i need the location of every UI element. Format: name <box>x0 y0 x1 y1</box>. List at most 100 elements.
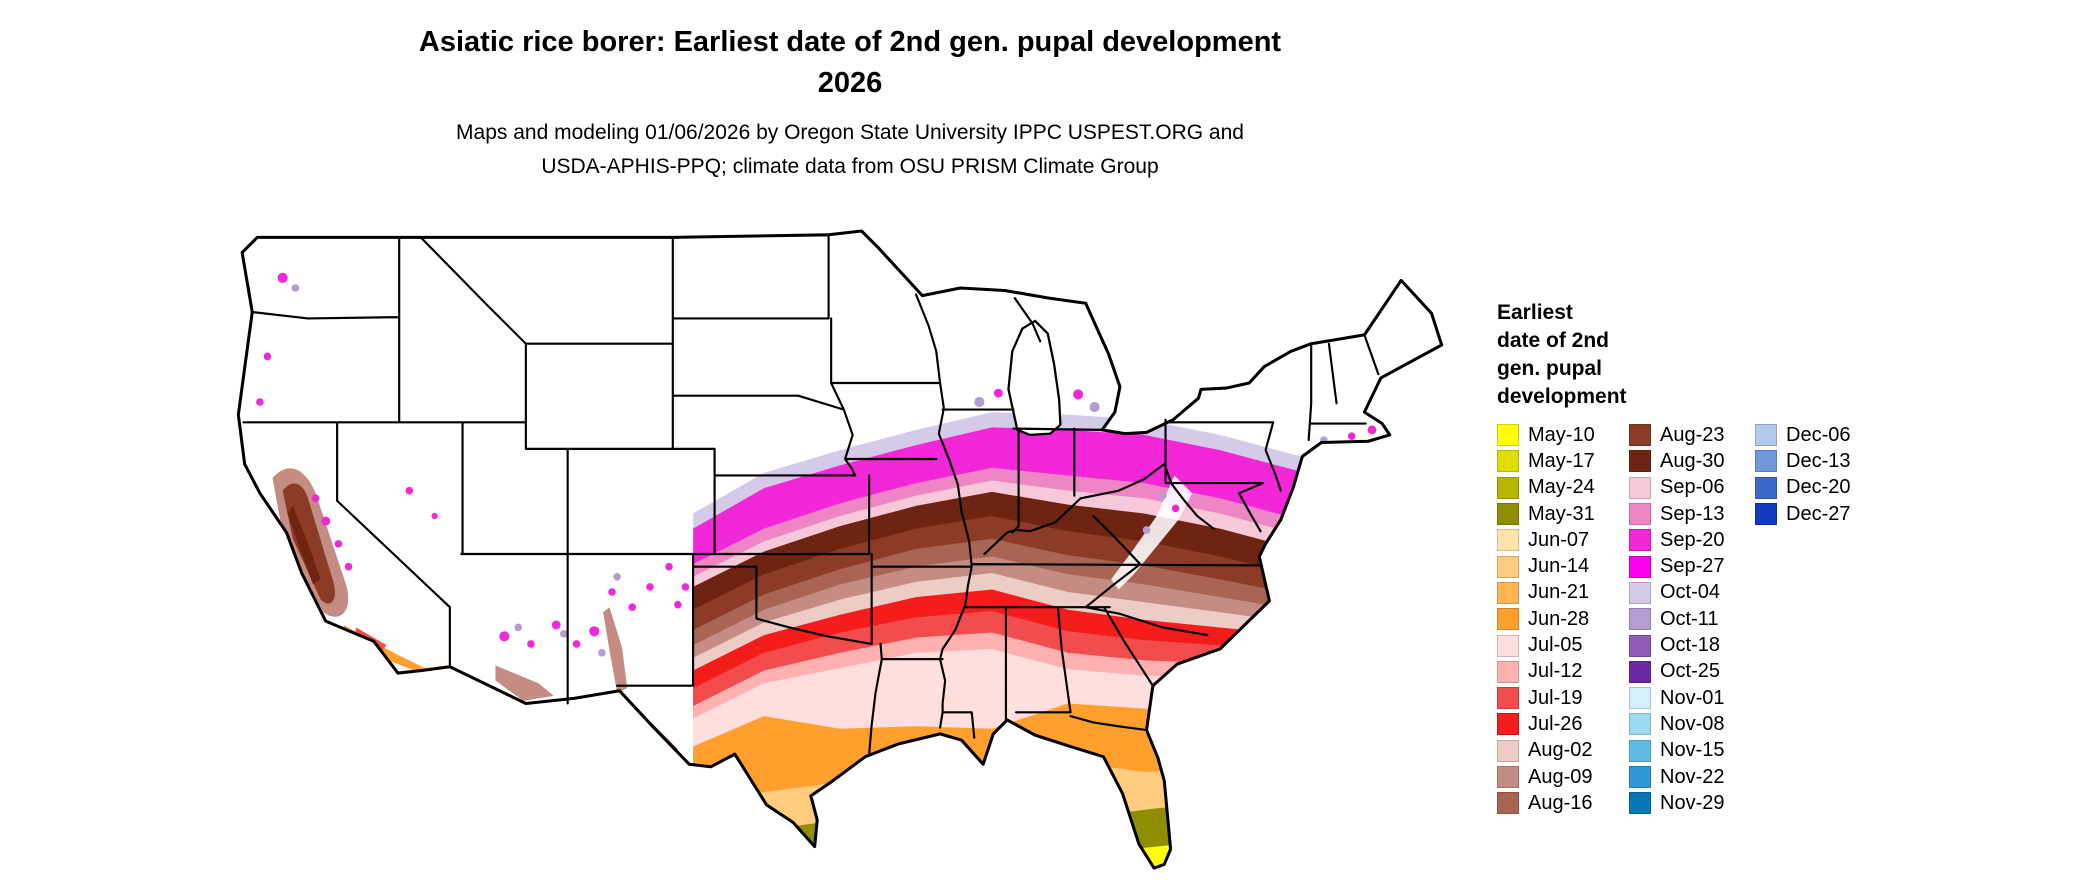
legend-label: Nov-01 <box>1660 686 1725 709</box>
legend-label: Aug-23 <box>1660 423 1725 446</box>
legend-label: Jun-14 <box>1528 555 1590 578</box>
legend-title: Earliest date of 2nd gen. pupal developm… <box>1497 299 2057 411</box>
legend-entry: Aug-30 <box>1629 448 1755 474</box>
legend-entry: Nov-22 <box>1629 764 1755 790</box>
legend: Earliest date of 2nd gen. pupal developm… <box>1497 299 2057 816</box>
legend-swatch <box>1497 424 1519 447</box>
legend-swatch <box>1497 687 1519 710</box>
legend-swatch <box>1755 476 1777 499</box>
map-speckles-magenta <box>256 272 1377 648</box>
legend-swatch <box>1497 503 1519 526</box>
legend-swatch <box>1497 529 1519 552</box>
legend-entry: Jul-26 <box>1497 711 1629 737</box>
legend-label: Dec-27 <box>1786 502 1851 525</box>
map-band <box>693 840 1442 869</box>
legend-column: May-10 May-17 May-24 May-31 Jun-07 Jun-14 Jun-… <box>1497 422 1629 816</box>
legend-label: Sep-06 <box>1660 476 1725 499</box>
legend-label: Jun-21 <box>1528 581 1590 604</box>
legend-label: Oct-25 <box>1660 660 1721 683</box>
legend-entry: Nov-08 <box>1629 711 1755 737</box>
legend-swatch <box>1629 739 1651 762</box>
legend-swatch <box>1497 792 1519 815</box>
legend-swatch <box>1629 555 1651 578</box>
legend-entry: Jun-21 <box>1497 580 1629 606</box>
legend-label: Nov-15 <box>1660 739 1725 762</box>
legend-label: Jul-12 <box>1528 660 1583 683</box>
legend-label: Jul-26 <box>1528 712 1583 735</box>
map-blob-az-south <box>495 665 554 701</box>
legend-title-line: date of 2nd <box>1497 329 1610 352</box>
legend-entry: May-10 <box>1497 422 1629 448</box>
legend-title-line: development <box>1497 385 1627 408</box>
legend-entry: Jul-12 <box>1497 659 1629 685</box>
map-subtitle-line2: USDA-APHIS-PPQ; climate data from OSU PR… <box>541 155 1159 178</box>
legend-label: Oct-04 <box>1660 581 1721 604</box>
legend-column: Dec-06 Dec-13 Dec-20 Dec-27 <box>1755 422 1850 816</box>
legend-swatch <box>1629 713 1651 736</box>
legend-swatch <box>1629 687 1651 710</box>
legend-swatch <box>1755 424 1777 447</box>
legend-label: May-31 <box>1528 502 1595 525</box>
legend-entry: Nov-29 <box>1629 790 1755 816</box>
legend-label: Aug-02 <box>1528 739 1593 762</box>
legend-entry: Jun-14 <box>1497 553 1629 579</box>
legend-swatch <box>1497 766 1519 788</box>
state-borders <box>242 233 1380 756</box>
legend-swatch <box>1497 450 1519 473</box>
legend-label: Jun-28 <box>1528 607 1590 630</box>
us-outline <box>236 229 1444 870</box>
legend-entry: Sep-20 <box>1629 527 1755 553</box>
map-title-line2: 2026 <box>817 67 883 99</box>
legend-entry: Oct-04 <box>1629 580 1755 606</box>
legend-entry: Dec-06 <box>1755 422 1850 448</box>
legend-title-line: Earliest <box>1497 301 1573 324</box>
legend-swatch <box>1629 608 1651 631</box>
legend-entry: Dec-27 <box>1755 501 1850 527</box>
legend-swatch <box>1755 450 1777 473</box>
legend-title-line: gen. pupal <box>1497 357 1602 380</box>
legend-entry: Nov-15 <box>1629 738 1755 764</box>
legend-swatch <box>1497 660 1519 683</box>
legend-entry: Sep-13 <box>1629 501 1755 527</box>
legend-entry: Jul-19 <box>1497 685 1629 711</box>
legend-label: Dec-06 <box>1786 423 1851 446</box>
legend-label: Aug-16 <box>1528 791 1593 814</box>
legend-entry: May-17 <box>1497 448 1629 474</box>
legend-label: May-17 <box>1528 449 1595 472</box>
legend-label: Oct-11 <box>1660 607 1719 630</box>
map-title-line1: Asiatic rice borer: Earliest date of 2nd… <box>418 26 1282 58</box>
legend-entry: Aug-02 <box>1497 738 1629 764</box>
legend-swatch <box>1629 424 1651 447</box>
legend-entry: Aug-23 <box>1629 422 1755 448</box>
legend-swatch <box>1497 555 1519 578</box>
legend-entry: Jul-05 <box>1497 632 1629 658</box>
legend-label: May-10 <box>1528 423 1595 446</box>
map-subtitle-line1: Maps and modeling 01/06/2026 by Oregon S… <box>456 121 1244 144</box>
legend-entry: Sep-06 <box>1629 475 1755 501</box>
legend-swatch <box>1497 634 1519 657</box>
legend-columns: May-10 May-17 May-24 May-31 Jun-07 Jun-14 Jun-… <box>1497 422 2057 816</box>
us-map-container <box>232 224 1448 884</box>
legend-label: Nov-29 <box>1660 791 1725 814</box>
legend-swatch <box>1629 450 1651 473</box>
legend-swatch <box>1497 608 1519 631</box>
legend-entry: Oct-25 <box>1629 659 1755 685</box>
legend-swatch <box>1629 581 1651 604</box>
legend-entry: Jun-28 <box>1497 606 1629 632</box>
header: Asiatic rice borer: Earliest date of 2nd… <box>0 22 1700 184</box>
legend-entry: Oct-11 <box>1629 606 1755 632</box>
legend-swatch <box>1629 529 1651 552</box>
legend-entry: Aug-16 <box>1497 790 1629 816</box>
legend-label: Nov-08 <box>1660 712 1725 735</box>
map-subtitle: Maps and modeling 01/06/2026 by Oregon S… <box>0 116 1700 184</box>
legend-swatch <box>1629 766 1651 788</box>
legend-swatch <box>1497 581 1519 604</box>
legend-swatch <box>1629 503 1651 526</box>
legend-swatch <box>1629 634 1651 657</box>
legend-entry: Sep-27 <box>1629 553 1755 579</box>
map-blob-appalachian-light <box>1111 475 1193 590</box>
legend-label: Jul-19 <box>1528 686 1583 709</box>
legend-entry: Jun-07 <box>1497 527 1629 553</box>
legend-label: Sep-20 <box>1660 528 1725 551</box>
